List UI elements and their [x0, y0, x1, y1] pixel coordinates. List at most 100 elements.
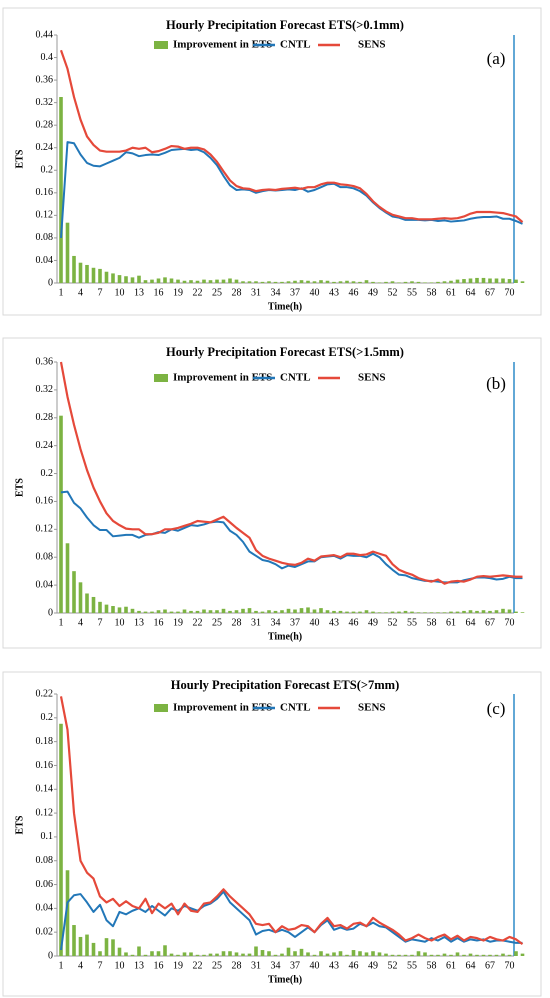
bar [124, 606, 128, 613]
bar [117, 275, 122, 283]
bar [319, 608, 323, 613]
x-tick-label: 49 [368, 960, 378, 971]
bar [182, 952, 187, 956]
x-tick-label: 10 [115, 960, 125, 971]
bar [423, 282, 427, 283]
y-axis-label: ETS [14, 478, 25, 497]
y-tick-label: 0.02 [36, 926, 54, 937]
bar [143, 611, 148, 613]
x-tick-label: 34 [271, 287, 281, 298]
x-tick-label: 4 [78, 960, 83, 971]
y-tick-label: 0.12 [36, 210, 54, 221]
bar [338, 610, 343, 613]
bar [228, 610, 232, 613]
bar [260, 950, 265, 956]
bar [137, 946, 141, 956]
bar [228, 278, 232, 283]
bar [299, 608, 304, 613]
bar [78, 582, 83, 613]
bar [332, 610, 336, 613]
bar [338, 281, 343, 283]
bar [377, 612, 382, 613]
bar [475, 610, 479, 613]
x-tick-label: 7 [98, 960, 103, 971]
bar [72, 925, 76, 956]
chart-title: Hourly Precipitation Forecast ETS(>0.1mm… [166, 18, 404, 32]
bar [208, 280, 213, 283]
legend-label: Improvement in ETS [173, 372, 272, 384]
bar [325, 953, 330, 956]
bar [182, 280, 187, 283]
bar [494, 610, 499, 613]
bar [124, 276, 128, 283]
bar [59, 97, 63, 283]
bar [429, 954, 434, 956]
bar [390, 281, 395, 283]
bar [124, 952, 128, 956]
bar [514, 279, 518, 283]
y-tick-label: 0.28 [36, 119, 54, 130]
x-tick-label: 46 [349, 287, 359, 298]
bar [520, 281, 525, 283]
x-tick-label: 55 [407, 617, 417, 628]
legend-swatch [154, 374, 168, 382]
panel-label: (b) [486, 374, 506, 393]
line [59, 49, 524, 223]
x-tick-label: 13 [134, 287, 144, 298]
bar [449, 280, 453, 283]
bar [371, 281, 375, 283]
bar [462, 279, 466, 283]
bar [104, 271, 109, 283]
bar [78, 936, 83, 956]
bar [182, 609, 187, 613]
bar [286, 947, 291, 956]
x-tick-label: 16 [154, 287, 164, 298]
bar [475, 954, 479, 956]
bar [397, 954, 401, 956]
bar [150, 611, 154, 613]
bar [410, 954, 414, 956]
bar [65, 543, 70, 613]
x-tick-label: 37 [290, 287, 300, 298]
line [59, 696, 524, 945]
bar [494, 954, 499, 956]
bar [260, 281, 265, 283]
bar [137, 275, 141, 283]
bar [169, 611, 174, 613]
bar [169, 953, 174, 956]
x-tick-label: 58 [427, 617, 437, 628]
x-tick-label: 43 [329, 287, 339, 298]
bar [403, 954, 408, 956]
bar [221, 279, 226, 283]
bar [215, 953, 219, 956]
y-tick-label: 0.08 [36, 855, 54, 866]
bar [254, 281, 258, 283]
chart-title: Hourly Precipitation Forecast ETS(>7mm) [171, 678, 400, 692]
bar [85, 934, 89, 956]
y-tick-label: 0.12 [36, 524, 54, 535]
bar [130, 954, 135, 956]
x-tick-label: 16 [154, 960, 164, 971]
y-tick-label: 0.04 [36, 903, 54, 914]
x-tick-label: 7 [98, 287, 103, 298]
bar [234, 279, 239, 283]
bar [195, 954, 200, 956]
bar [468, 953, 473, 956]
x-tick-label: 25 [212, 287, 222, 298]
x-tick-label: 31 [251, 960, 261, 971]
bar [390, 611, 395, 613]
bar [462, 610, 466, 613]
bar [156, 610, 161, 613]
x-tick-label: 40 [310, 960, 320, 971]
bar [416, 951, 421, 956]
x-tick-label: 55 [407, 287, 417, 298]
x-tick-label: 52 [388, 617, 398, 628]
x-tick-label: 31 [251, 617, 261, 628]
bar [273, 281, 278, 283]
bar [59, 723, 63, 956]
bar [520, 953, 525, 956]
x-tick-label: 70 [505, 617, 515, 628]
bar [306, 952, 310, 956]
bar [65, 870, 70, 956]
panel-border [2, 671, 542, 997]
